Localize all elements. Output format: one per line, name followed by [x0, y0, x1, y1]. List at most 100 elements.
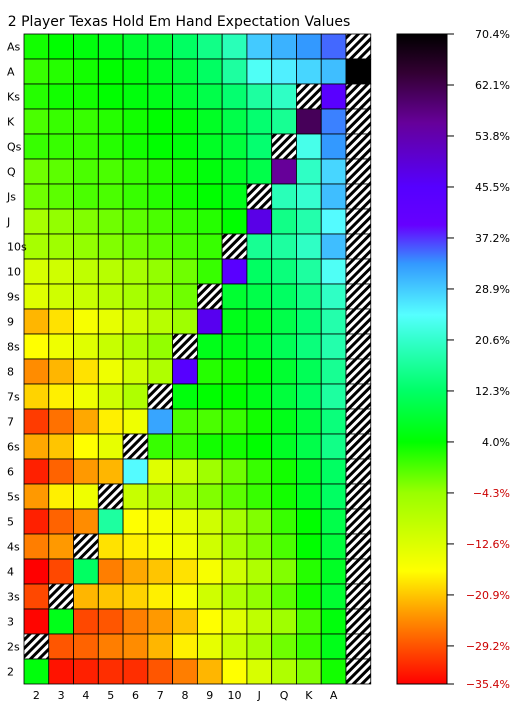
heatmap-cell [320, 458, 347, 485]
heatmap-cell [320, 533, 347, 560]
heatmap-cell [97, 383, 124, 410]
heatmap-cell [122, 158, 149, 185]
heatmap-cell [271, 208, 297, 235]
heatmap-cell [271, 633, 297, 660]
heatmap-cell [296, 183, 322, 210]
heatmap-cell [296, 283, 322, 310]
heatmap-cell [296, 33, 322, 60]
heatmap-cell [48, 558, 74, 585]
heatmap-cell [296, 483, 322, 510]
heatmap-cell [172, 33, 198, 60]
heatmap-cell [345, 308, 372, 335]
heatmap-cell [345, 458, 372, 485]
heatmap-cell [345, 358, 372, 385]
heatmap-cell [221, 258, 248, 285]
heatmap-cell [73, 533, 99, 560]
heatmap-cell [122, 283, 149, 310]
heatmap-cell [122, 608, 149, 635]
heatmap-cell [23, 558, 50, 585]
heatmap-cell [48, 483, 74, 510]
heatmap-cell [345, 233, 372, 260]
heatmap-cell [122, 58, 149, 85]
heatmap-cell [345, 408, 372, 435]
heatmap-cell [73, 508, 99, 535]
heatmap-cell [122, 333, 149, 360]
heatmap-cell [73, 383, 99, 410]
heatmap-cell [97, 408, 124, 435]
heatmap-cell [345, 183, 372, 210]
colorbar-tick-label: −35.4% [466, 678, 510, 691]
heatmap-cell [345, 608, 372, 635]
heatmap-cell [48, 583, 74, 610]
heatmap-cell [172, 308, 198, 335]
heatmap-cell [345, 33, 372, 60]
heatmap-cell [97, 533, 124, 560]
heatmap-cell [196, 33, 223, 60]
y-tick-label: 4 [7, 566, 14, 579]
heatmap-cell [271, 658, 297, 685]
heatmap-cell [345, 258, 372, 285]
heatmap-cell [246, 33, 273, 60]
heatmap-cell [172, 558, 198, 585]
heatmap-cell [48, 308, 74, 335]
heatmap-cell [221, 33, 248, 60]
x-tick-label: 7 [157, 689, 164, 702]
colorbar-tick-label: −29.2% [466, 640, 510, 653]
y-tick-label: Q [7, 166, 16, 179]
heatmap-cell [271, 608, 297, 635]
heatmap-cell [147, 458, 174, 485]
heatmap-cell [345, 58, 372, 85]
heatmap-cell [23, 383, 50, 410]
heatmap-cell [296, 583, 322, 610]
x-tick-label: 2 [33, 689, 40, 702]
heatmap-cell [147, 258, 174, 285]
heatmap-cell [246, 83, 273, 110]
heatmap-cell [23, 158, 50, 185]
heatmap-cell [246, 183, 273, 210]
heatmap-cell [48, 658, 74, 685]
heatmap-cell [48, 533, 74, 560]
heatmap-cell [122, 358, 149, 385]
colorbar-tick-label: 53.8% [475, 130, 510, 143]
heatmap-cell [122, 108, 149, 135]
heatmap-cell [97, 608, 124, 635]
heatmap-cell [23, 533, 50, 560]
heatmap-cell [296, 633, 322, 660]
heatmap-cell [122, 658, 149, 685]
heatmap-cell [23, 33, 50, 60]
y-tick-label: 7 [7, 416, 14, 429]
heatmap-cell [196, 183, 223, 210]
colorbar-tick-label: 12.3% [475, 385, 510, 398]
heatmap-cell [320, 283, 347, 310]
heatmap-cell [296, 233, 322, 260]
heatmap-cell [296, 508, 322, 535]
y-tick-label: A [7, 66, 15, 79]
heatmap-cell [271, 508, 297, 535]
y-tick-label: 8s [7, 341, 20, 354]
heatmap-cell [296, 158, 322, 185]
heatmap-cell [147, 583, 174, 610]
heatmap-cell [48, 283, 74, 310]
heatmap-cell [221, 458, 248, 485]
heatmap-cell [246, 158, 273, 185]
y-tick-label: J [6, 216, 10, 229]
heatmap-cell [271, 58, 297, 85]
colorbar-tick-label: 28.9% [475, 283, 510, 296]
heatmap-cell [122, 183, 149, 210]
heatmap-cell [246, 558, 273, 585]
heatmap-cell [73, 258, 99, 285]
heatmap-cell [122, 133, 149, 160]
heatmap-cell [296, 333, 322, 360]
heatmap-cell [196, 233, 223, 260]
heatmap-cell [271, 158, 297, 185]
heatmap-cell [147, 333, 174, 360]
heatmap-cell [320, 333, 347, 360]
heatmap-cell [246, 458, 273, 485]
colorbar-tick-label: 62.1% [475, 79, 510, 92]
heatmap-cell [97, 583, 124, 610]
heatmap-cell [320, 58, 347, 85]
heatmap-cell [48, 133, 74, 160]
heatmap-cell [196, 258, 223, 285]
heatmap-cell [196, 383, 223, 410]
heatmap-cell [271, 83, 297, 110]
